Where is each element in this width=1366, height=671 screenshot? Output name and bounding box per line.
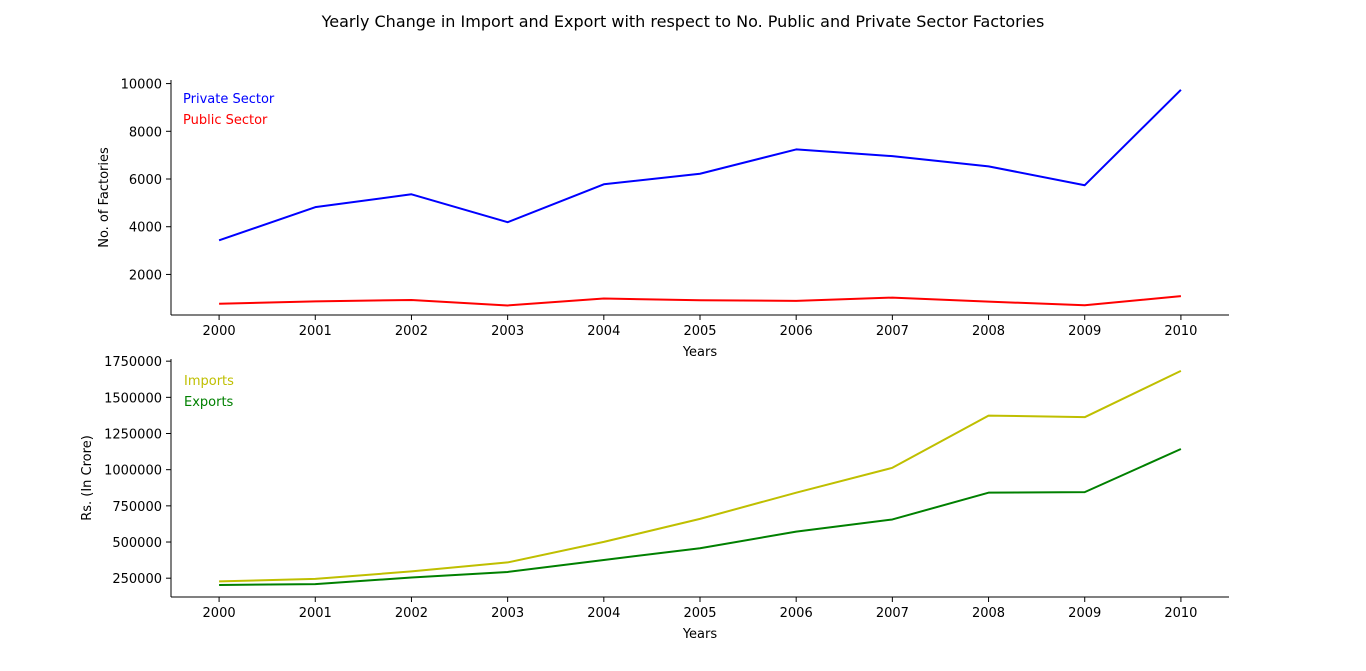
y-tick-label: 750000: [112, 500, 162, 515]
x-tick-label: 2003: [491, 606, 524, 621]
x-tick-label: 2001: [299, 606, 332, 621]
x-tick-label: 2005: [683, 606, 716, 621]
y-tick-label: 2000: [129, 268, 162, 283]
figure-title: Yearly Change in Import and Export with …: [321, 12, 1045, 31]
series-line-exports: [219, 448, 1182, 586]
legend-entry-public-sector: Public Sector: [183, 113, 268, 128]
x-tick-label: 2000: [203, 606, 236, 621]
x-tick-label: 2006: [780, 606, 813, 621]
x-axis-label: Years: [682, 345, 718, 360]
legend-entry-imports: Imports: [184, 374, 234, 389]
x-tick-label: 2007: [876, 606, 909, 621]
x-tick-label: 2002: [395, 324, 428, 339]
y-axis-label: Rs. (In Crore): [80, 435, 95, 521]
x-tick-label: 2009: [1068, 606, 1101, 621]
series-line-imports: [219, 369, 1182, 583]
series-line-public-sector: [219, 295, 1182, 307]
x-tick-label: 2005: [683, 324, 716, 339]
trade-panel: 2000 2001 2002 2003 2004 2005 2006 2007 2008 2009…: [80, 355, 1229, 642]
y-tick-label: 1000000: [104, 464, 162, 479]
x-tick-label: 2006: [780, 324, 813, 339]
x-axis-label: Years: [682, 627, 718, 642]
y-tick-label: 10000: [121, 78, 162, 93]
x-tick-label: 2001: [299, 324, 332, 339]
y-tick-label: 250000: [112, 572, 162, 587]
legend-entry-exports: Exports: [184, 395, 234, 410]
x-tick-label: 2007: [876, 324, 909, 339]
x-tick-label: 2010: [1164, 324, 1197, 339]
x-tick-label: 2010: [1164, 606, 1197, 621]
x-tick-label: 2009: [1068, 324, 1101, 339]
x-tick-label: 2004: [587, 606, 620, 621]
y-axis-label: No. of Factories: [97, 147, 112, 248]
y-tick-label: 1750000: [104, 355, 162, 370]
series-line-private-sector: [218, 89, 1182, 242]
x-tick-label: 2000: [203, 324, 236, 339]
x-tick-label: 2002: [395, 606, 428, 621]
legend-entry-private-sector: Private Sector: [183, 92, 275, 107]
x-tick-label: 2008: [972, 324, 1005, 339]
y-tick-label: 1250000: [104, 428, 162, 443]
y-tick-label: 1500000: [104, 391, 162, 406]
x-tick-label: 2004: [587, 324, 620, 339]
y-tick-label: 6000: [129, 173, 162, 188]
y-tick-label: 500000: [112, 536, 162, 551]
factories-panel: 2000 2001 2002 2003 2004 2005 2006 2007 2008 2009…: [97, 78, 1229, 360]
x-tick-label: 2008: [972, 606, 1005, 621]
x-tick-label: 2003: [491, 324, 524, 339]
y-tick-label: 8000: [129, 125, 162, 140]
y-tick-label: 4000: [129, 221, 162, 236]
